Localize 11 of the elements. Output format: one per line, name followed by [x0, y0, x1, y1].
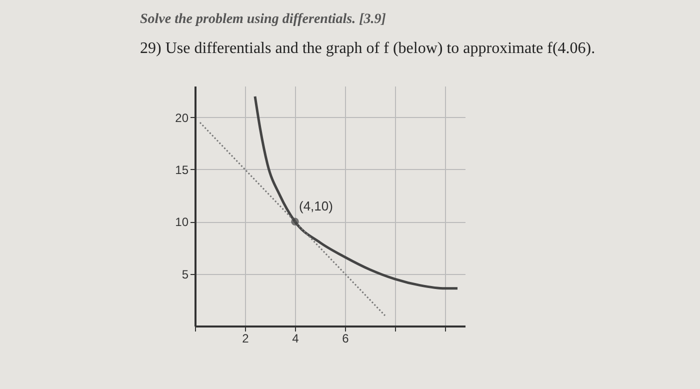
x-tick-label: 4	[292, 332, 300, 346]
annotation: (4,10)	[299, 198, 333, 214]
y-tick-label: 5	[182, 267, 189, 282]
x-tick-label: 2	[242, 332, 250, 346]
line-series	[254, 95, 459, 290]
y-tick-label: 20	[175, 110, 189, 125]
chart-title: Solve the problem using differentials. [3.9]	[140, 12, 386, 27]
chart-subtitle: 29) Use differentials and the graph of f (below) to approximate f(4.06).	[140, 40, 596, 57]
x-tick-label: 6	[342, 332, 350, 346]
y-tick-label: 15	[175, 162, 189, 177]
y-tick-label: 10	[175, 215, 189, 230]
